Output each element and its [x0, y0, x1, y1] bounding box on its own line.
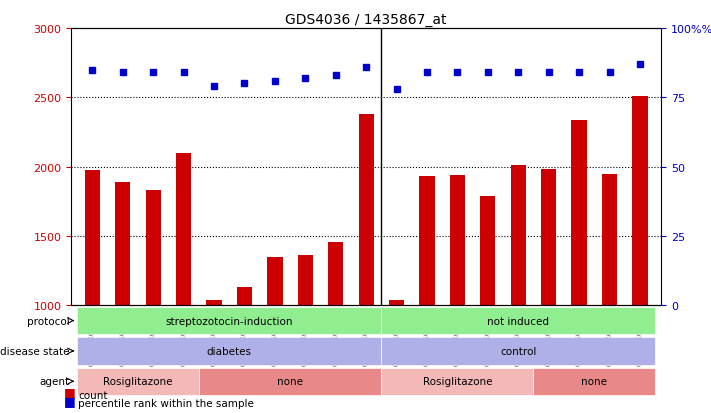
Text: Rosiglitazone: Rosiglitazone [103, 376, 173, 386]
Bar [572, 120, 587, 306]
Bar [267, 257, 282, 306]
Bar [206, 300, 222, 306]
FancyBboxPatch shape [381, 337, 655, 365]
FancyBboxPatch shape [77, 307, 381, 335]
Bar [602, 174, 617, 306]
Text: streptozotocin-induction: streptozotocin-induction [166, 316, 293, 326]
FancyBboxPatch shape [381, 307, 655, 335]
Bar [480, 196, 496, 306]
Text: ■: ■ [64, 386, 76, 399]
Bar [419, 177, 434, 306]
Bar [541, 170, 556, 306]
Bar [115, 183, 130, 306]
Bar [389, 300, 404, 306]
FancyBboxPatch shape [381, 368, 533, 395]
Text: diabetes: diabetes [207, 346, 252, 356]
Title: GDS4036 / 1435867_at: GDS4036 / 1435867_at [285, 12, 447, 26]
Text: protocol: protocol [27, 316, 70, 326]
Text: control: control [500, 346, 536, 356]
Bar [358, 115, 374, 306]
Bar [146, 191, 161, 306]
Text: not induced: not induced [487, 316, 550, 326]
FancyBboxPatch shape [77, 337, 381, 365]
FancyBboxPatch shape [77, 368, 199, 395]
Text: none: none [582, 376, 607, 386]
Bar [85, 171, 100, 306]
Bar [176, 154, 191, 306]
Bar [237, 288, 252, 306]
Text: count: count [78, 390, 107, 400]
FancyBboxPatch shape [533, 368, 655, 395]
FancyBboxPatch shape [199, 368, 381, 395]
Bar [298, 256, 313, 306]
Text: disease state: disease state [0, 346, 70, 356]
Bar [328, 242, 343, 306]
Text: none: none [277, 376, 303, 386]
Text: percentile rank within the sample: percentile rank within the sample [78, 398, 254, 408]
Bar [450, 176, 465, 306]
Text: agent: agent [39, 376, 70, 386]
Bar [632, 97, 648, 306]
Text: ■: ■ [64, 394, 76, 407]
Bar [510, 166, 526, 306]
Text: Rosiglitazone: Rosiglitazone [422, 376, 492, 386]
